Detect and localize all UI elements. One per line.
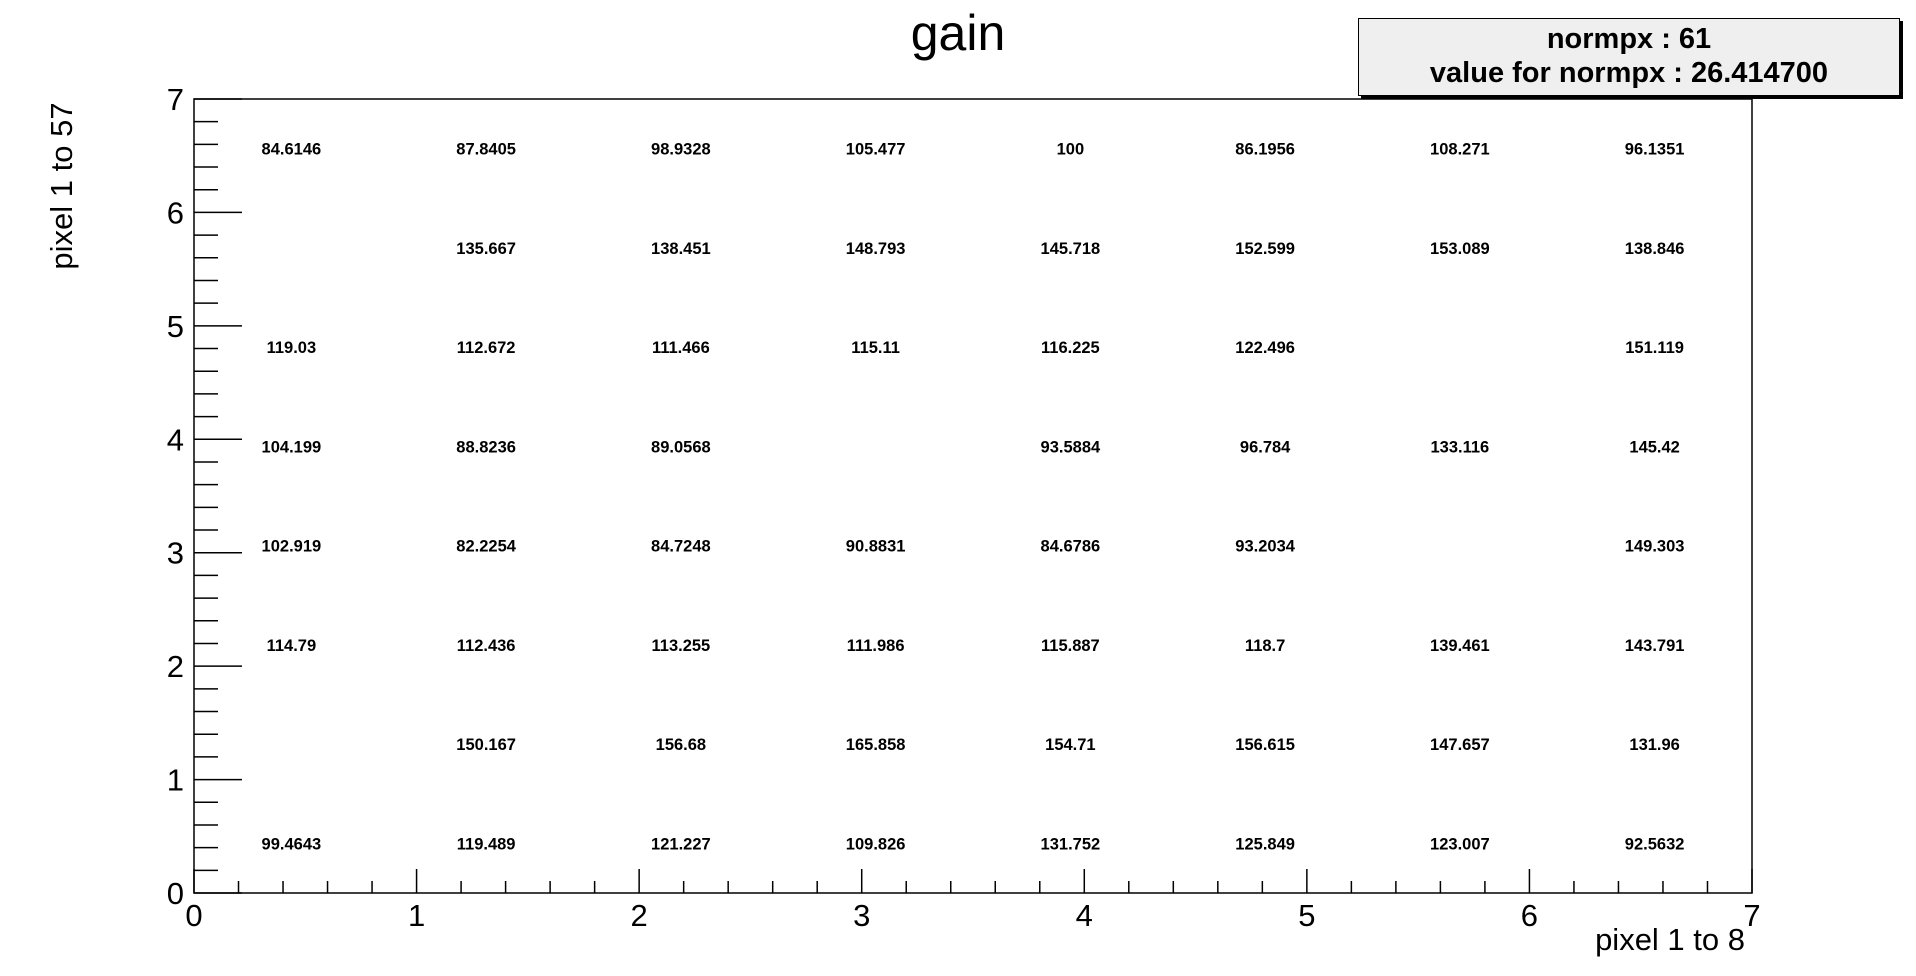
y-tick-label: 1 [167, 763, 184, 798]
cell-value-label: 145.718 [1041, 240, 1101, 258]
x-tick-label: 4 [1076, 898, 1093, 933]
cell-value-label: 93.2034 [1235, 538, 1295, 556]
cell-value-label: 123.007 [1430, 835, 1490, 853]
cell-value-label: 119.489 [457, 835, 516, 853]
cell-value-label: 86.1956 [1235, 141, 1295, 159]
y-tick-label: 3 [167, 536, 184, 571]
cell-value-label: 133.116 [1431, 438, 1490, 456]
cell-value-label: 114.79 [267, 637, 317, 655]
cell-value-label: 143.791 [1625, 637, 1685, 655]
cell-value-label: 115.11 [851, 339, 900, 357]
cell-value-label: 88.8236 [456, 438, 516, 456]
cell-value-label: 98.9328 [651, 141, 711, 159]
stats-line-normpx: normpx : 61 [1546, 23, 1712, 55]
x-tick-label: 7 [1743, 898, 1760, 933]
cell-value-label: 113.255 [652, 637, 711, 655]
y-tick-label: 6 [167, 195, 184, 230]
cell-value-label: 84.6786 [1041, 538, 1101, 556]
cell-value-label: 165.858 [846, 736, 906, 754]
cell-value-label: 119.03 [267, 339, 317, 357]
cell-value-label: 121.227 [651, 835, 711, 853]
x-tick-label: 0 [185, 898, 202, 933]
cell-value-label: 138.846 [1625, 240, 1685, 258]
cell-value-label: 96.784 [1240, 438, 1291, 456]
cell-value-label: 111.986 [847, 637, 905, 655]
cell-value-label: 84.6146 [262, 141, 322, 159]
cell-value-label: 109.826 [846, 835, 906, 853]
x-axis-label: pixel 1 to 8 [1595, 922, 1745, 957]
stats-box: normpx : 61 value for normpx : 26.414700 [1358, 18, 1900, 96]
cell-value-label: 99.4643 [262, 835, 322, 853]
cell-value-label: 139.461 [1430, 637, 1490, 655]
y-tick-label: 2 [167, 649, 184, 684]
cell-value-label: 111.466 [652, 339, 710, 357]
x-tick-label: 6 [1521, 898, 1538, 933]
chart-title: gain [910, 5, 1006, 61]
y-axis-label: pixel 1 to 57 [44, 102, 79, 270]
cell-value-label: 100 [1057, 141, 1085, 159]
cell-value-label: 153.089 [1430, 240, 1490, 258]
stats-line-value: value for normpx : 26.414700 [1429, 57, 1829, 89]
cell-value-label: 112.672 [457, 339, 516, 357]
cell-value-label: 154.71 [1045, 736, 1095, 754]
cell-value-label: 156.615 [1235, 736, 1295, 754]
cell-value-label: 145.42 [1629, 438, 1679, 456]
cell-value-label: 125.849 [1235, 835, 1295, 853]
cell-value-label: 147.657 [1430, 736, 1490, 754]
plot-frame [193, 98, 1753, 894]
cell-value-label: 104.199 [262, 438, 322, 456]
cell-value-label: 82.2254 [456, 538, 516, 556]
cell-value-label: 131.752 [1041, 835, 1101, 853]
cell-value-label: 112.436 [457, 637, 516, 655]
cell-value-label: 118.7 [1245, 637, 1285, 655]
y-tick-label: 5 [167, 309, 184, 344]
cell-value-label: 149.303 [1625, 538, 1685, 556]
cell-value-label: 87.8405 [456, 141, 516, 159]
cell-value-label: 151.119 [1625, 339, 1684, 357]
x-tick-label: 1 [408, 898, 425, 933]
cell-value-label: 135.667 [456, 240, 516, 258]
y-tick-label: 7 [167, 82, 184, 117]
cell-value-label: 92.5632 [1625, 835, 1685, 853]
cell-value-label: 156.68 [656, 736, 706, 754]
cell-value-label: 115.887 [1041, 637, 1100, 655]
cell-value-label: 105.477 [846, 141, 906, 159]
cell-value-label: 152.599 [1235, 240, 1295, 258]
cell-value-label: 138.451 [651, 240, 711, 258]
cell-value-label: 131.96 [1629, 736, 1679, 754]
cell-value-label: 84.7248 [651, 538, 711, 556]
y-tick-label: 0 [167, 876, 184, 911]
cell-value-label: 89.0568 [651, 438, 711, 456]
x-tick-label: 3 [853, 898, 870, 933]
cell-value-label: 122.496 [1235, 339, 1295, 357]
cell-value-label: 108.271 [1430, 141, 1490, 159]
cell-value-label: 148.793 [846, 240, 906, 258]
cell-value-label: 116.225 [1041, 339, 1100, 357]
x-tick-label: 2 [631, 898, 648, 933]
cell-value-label: 90.8831 [846, 538, 906, 556]
y-tick-label: 4 [167, 422, 184, 457]
cell-value-label: 102.919 [262, 538, 322, 556]
cell-value-label: 150.167 [456, 736, 516, 754]
cell-value-label: 96.1351 [1625, 141, 1685, 159]
x-tick-label: 5 [1298, 898, 1315, 933]
cell-value-label: 93.5884 [1041, 438, 1101, 456]
